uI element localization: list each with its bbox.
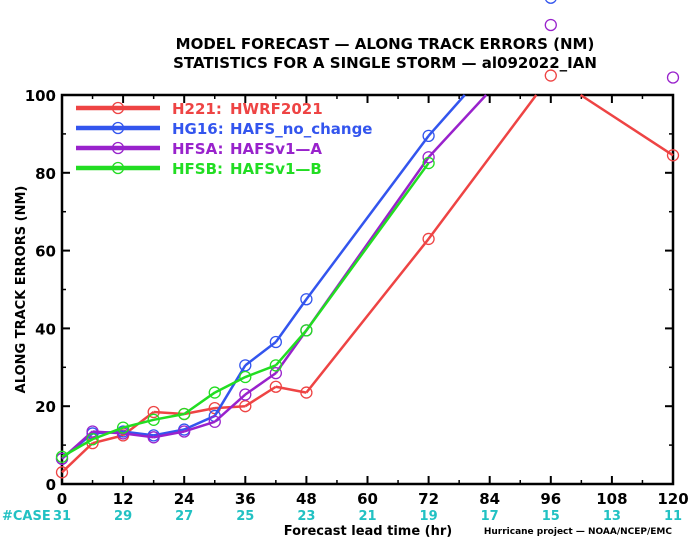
data-point bbox=[239, 370, 252, 384]
legend-entry: HFSA: HAFSv1—A bbox=[76, 140, 322, 158]
y-axis-label: ALONG TRACK ERRORS (NM) bbox=[14, 186, 29, 394]
data-point bbox=[147, 413, 160, 426]
legend-name: HAFSv1—A bbox=[230, 140, 322, 158]
legend-entry: HG16: HAFS_no_change bbox=[76, 120, 372, 138]
data-point bbox=[422, 232, 435, 246]
x-tick-label: 120 bbox=[657, 490, 688, 508]
data-point bbox=[269, 380, 283, 393]
data-point bbox=[178, 425, 191, 438]
y-tick-label: 60 bbox=[35, 243, 56, 261]
x-tick-label: 72 bbox=[418, 490, 439, 508]
series-layer bbox=[55, 0, 680, 479]
case-count: 15 bbox=[542, 509, 560, 524]
data-point bbox=[239, 400, 252, 413]
plot-axes bbox=[60, 93, 675, 486]
data-point bbox=[422, 129, 435, 142]
x-tick-label: 0 bbox=[57, 490, 67, 508]
case-count: 29 bbox=[114, 509, 132, 524]
legend-code: HG16: bbox=[172, 120, 224, 138]
legend-name: HWRF2021 bbox=[230, 100, 323, 118]
case-count: 31 bbox=[53, 509, 71, 524]
tick-labels: 0 12 24 36 48 60 72 84 96 108 120 0 20 40 60 80 100 bbox=[25, 87, 689, 508]
data-point bbox=[300, 293, 313, 306]
data-point bbox=[544, 69, 557, 82]
legend-code: HFSA: bbox=[172, 140, 224, 158]
series-line bbox=[61, 162, 430, 458]
x-tick-label: 60 bbox=[357, 490, 378, 508]
case-count: 11 bbox=[664, 509, 682, 524]
data-point bbox=[239, 359, 252, 372]
data-point bbox=[55, 466, 69, 479]
x-tick-label: 84 bbox=[479, 490, 500, 508]
case-count: 13 bbox=[603, 509, 621, 524]
data-point bbox=[86, 433, 99, 446]
data-point bbox=[545, 0, 557, 4]
legend-marker bbox=[111, 161, 125, 175]
x-tick-label: 108 bbox=[596, 490, 627, 508]
legend-marker bbox=[111, 121, 125, 135]
data-point bbox=[208, 415, 221, 428]
series-hfsa bbox=[55, 18, 680, 465]
data-point bbox=[86, 425, 99, 438]
case-count: 21 bbox=[358, 509, 376, 524]
x-tick-label: 12 bbox=[113, 490, 134, 508]
data-point bbox=[208, 386, 221, 399]
case-count: 23 bbox=[297, 509, 315, 524]
case-counts: 31 29 27 25 23 21 19 17 15 13 11 bbox=[53, 509, 682, 524]
x-tick-label: 48 bbox=[296, 490, 317, 508]
series-hg16 bbox=[55, 0, 557, 465]
data-point bbox=[239, 388, 252, 401]
data-point bbox=[116, 421, 130, 434]
data-point bbox=[147, 405, 160, 419]
data-point bbox=[422, 151, 435, 164]
legend-name: HAFSv1—B bbox=[230, 160, 322, 178]
x-tick-label: 24 bbox=[174, 490, 195, 508]
legend-marker bbox=[111, 141, 125, 155]
data-point bbox=[666, 71, 680, 84]
case-count: 19 bbox=[420, 509, 438, 524]
data-point bbox=[269, 359, 283, 372]
data-point bbox=[300, 386, 313, 399]
case-count: 25 bbox=[236, 509, 254, 524]
chart-subtitle: STATISTICS FOR A SINGLE STORM — al092022… bbox=[173, 54, 597, 72]
y-tick-label: 0 bbox=[46, 476, 56, 494]
series-line bbox=[61, 93, 674, 474]
data-point bbox=[269, 335, 283, 349]
data-point bbox=[147, 431, 160, 444]
data-point bbox=[269, 366, 283, 380]
data-point bbox=[55, 450, 69, 463]
x-tick-label: 36 bbox=[235, 490, 256, 508]
chart-title: MODEL FORECAST — ALONG TRACK ERRORS (NM) bbox=[176, 35, 595, 53]
legend: H221: HWRF2021 HG16: HAFS_no_change HFSA: HAF… bbox=[76, 100, 372, 178]
case-label: #CASE bbox=[2, 509, 51, 524]
case-count: 27 bbox=[175, 509, 193, 524]
series-hfsb bbox=[55, 156, 435, 463]
legend-name: HAFS_no_change bbox=[230, 120, 372, 138]
legend-code: HFSB: bbox=[172, 160, 223, 178]
x-axis-label: Forecast lead time (hr) bbox=[284, 524, 452, 539]
y-tick-label: 100 bbox=[25, 87, 56, 105]
legend-entry: H221: HWRF2021 bbox=[76, 100, 323, 118]
data-point bbox=[666, 149, 680, 162]
legend-entry: HFSB: HAFSv1—B bbox=[76, 160, 322, 178]
case-count: 17 bbox=[481, 509, 499, 524]
data-point bbox=[300, 324, 313, 337]
data-point bbox=[544, 18, 557, 32]
credit-text: Hurricane project — NOAA/NCEP/EMC bbox=[484, 527, 673, 537]
x-tick-label: 96 bbox=[540, 490, 561, 508]
data-point bbox=[422, 156, 435, 170]
legend-code: H221: bbox=[172, 100, 222, 118]
data-point bbox=[178, 407, 191, 421]
y-tick-label: 40 bbox=[35, 320, 56, 338]
legend-marker bbox=[111, 101, 125, 115]
y-tick-label: 20 bbox=[35, 398, 56, 416]
y-tick-label: 80 bbox=[35, 165, 56, 183]
